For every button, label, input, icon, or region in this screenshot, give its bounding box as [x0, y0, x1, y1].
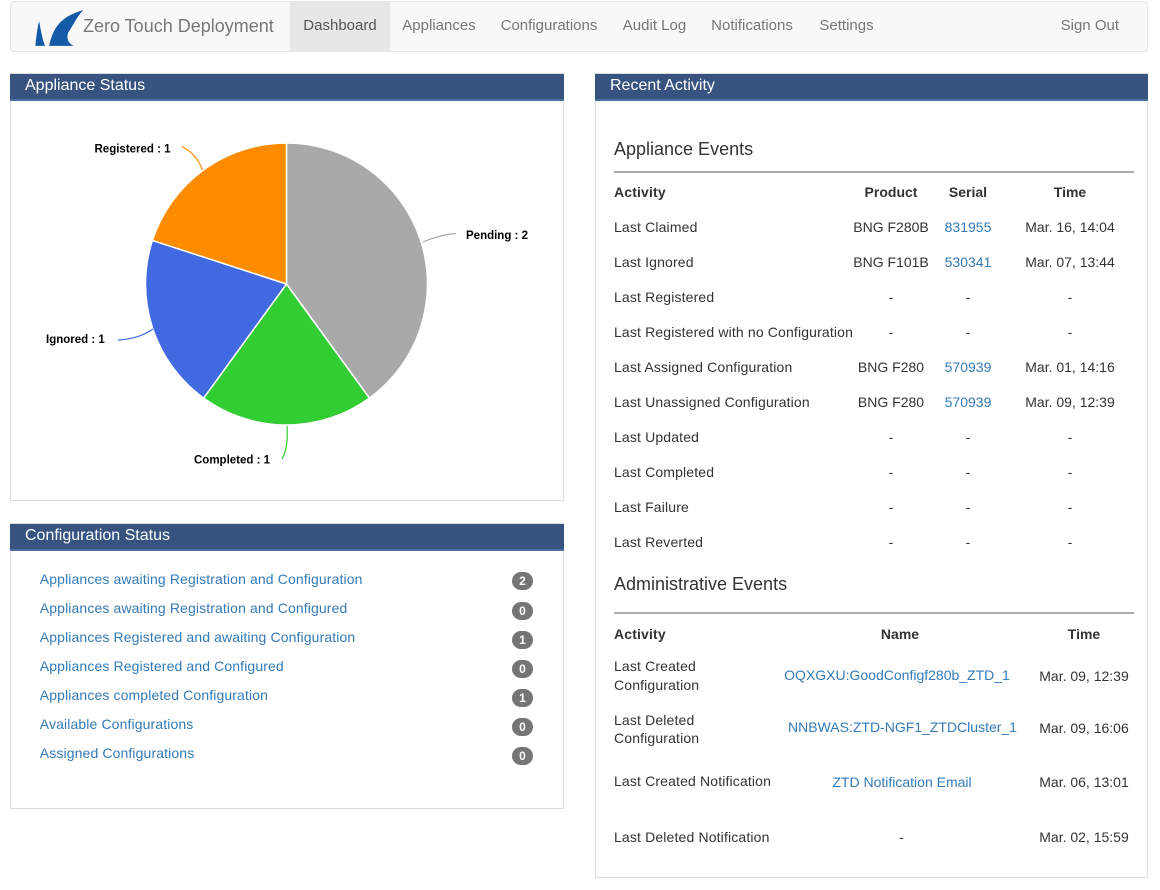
svg-text:Ignored : 1: Ignored : 1: [46, 334, 105, 346]
svg-text:Registered : 1: Registered : 1: [95, 144, 172, 156]
svg-text:Pending : 2: Pending : 2: [466, 230, 528, 242]
svg-text:Completed : 1: Completed : 1: [194, 455, 271, 467]
